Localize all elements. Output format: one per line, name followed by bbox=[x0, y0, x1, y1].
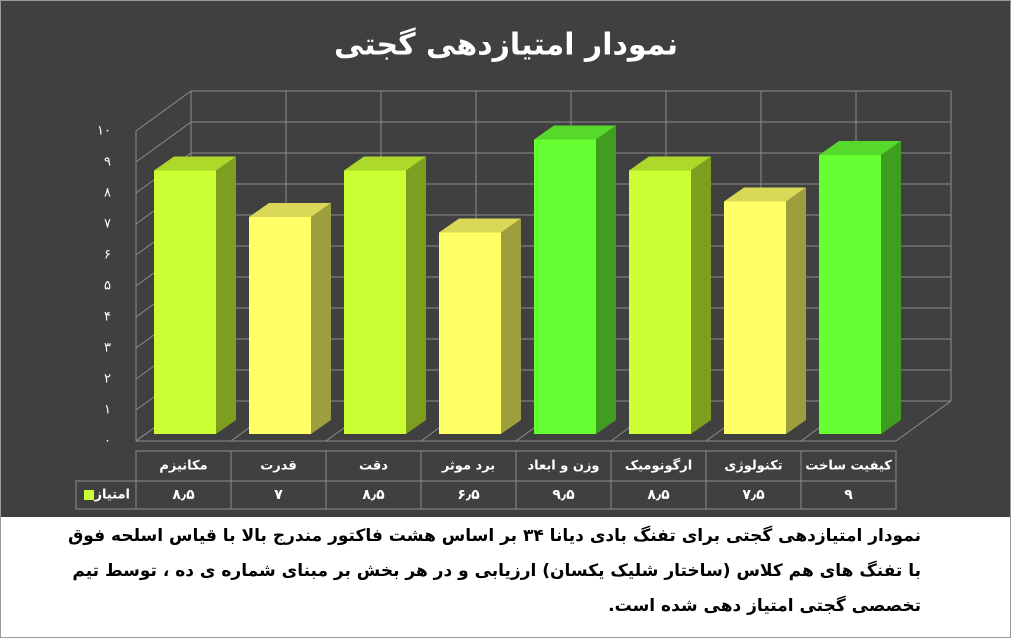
x-tick-label: مکانیزم bbox=[159, 459, 207, 474]
bar bbox=[534, 139, 596, 434]
bar-top bbox=[344, 156, 426, 171]
bar-side bbox=[691, 156, 711, 434]
x-tick-label: ارگونومیک bbox=[625, 458, 692, 474]
bar-top bbox=[629, 156, 711, 171]
x-tick-label: برد موثر bbox=[441, 459, 495, 474]
bar bbox=[724, 201, 786, 434]
bar-top bbox=[439, 218, 521, 233]
bar-side bbox=[406, 156, 426, 434]
y-tick-label: ۹ bbox=[104, 155, 111, 170]
bar-side bbox=[881, 141, 901, 434]
x-tick-label: قدرت bbox=[260, 459, 297, 474]
chart-title: نمودار امتیازدهی گجتی bbox=[334, 27, 678, 63]
value-label: ۹ bbox=[844, 487, 853, 503]
legend-swatch bbox=[84, 490, 94, 500]
bar bbox=[439, 232, 501, 434]
y-tick-label: ۰ bbox=[104, 434, 111, 449]
bar-side bbox=[501, 218, 521, 434]
value-label: ۷ bbox=[274, 487, 283, 503]
bar-top bbox=[534, 125, 616, 140]
bar-side bbox=[786, 187, 806, 434]
bar-top bbox=[819, 141, 901, 155]
x-tick-label: وزن و ابعاد bbox=[527, 459, 599, 474]
value-label: ۹٫۵ bbox=[552, 487, 575, 503]
y-tick-label: ۱۰ bbox=[97, 124, 111, 139]
caption-line: با تفنگ های هم کلاس (ساختار شلیک یکسان) … bbox=[72, 561, 921, 581]
bar-top bbox=[154, 156, 236, 171]
x-tick-label: کیفیت ساخت bbox=[805, 459, 892, 474]
bar-side bbox=[216, 156, 236, 434]
bar-side bbox=[311, 203, 331, 434]
value-label: ۷٫۵ bbox=[742, 487, 765, 503]
caption-line: تخصصی گجتی امتیاز دهی شده است. bbox=[608, 596, 921, 616]
bar-side bbox=[596, 125, 616, 434]
y-tick-label: ۸ bbox=[104, 186, 111, 201]
x-tick-label: دقت bbox=[359, 459, 388, 474]
caption: نمودار امتیازدهی گجتی برای تفنگ بادی دیا… bbox=[41, 519, 921, 624]
y-tick-label: ۷ bbox=[104, 217, 111, 232]
y-tick-label: ۵ bbox=[104, 279, 111, 294]
chart: نمودار امتیازدهی گجتی ۰ ۱ ۲ ۳ ۴ ۵ ۶ ۷ ۸ ۹ ۱۰ امتیاز… bbox=[1, 1, 1010, 517]
grid-line bbox=[135, 121, 192, 163]
y-tick-label: ۴ bbox=[104, 310, 111, 325]
bar-top bbox=[249, 203, 331, 217]
y-tick-label: ۲ bbox=[104, 372, 111, 387]
bar bbox=[344, 170, 406, 434]
value-label: ۶٫۵ bbox=[457, 487, 480, 503]
value-label: ۸٫۵ bbox=[647, 487, 670, 503]
y-tick-label: ۳ bbox=[104, 341, 111, 356]
value-label: ۸٫۵ bbox=[362, 487, 385, 503]
legend-label: امتیاز bbox=[94, 488, 130, 503]
value-label: ۸٫۵ bbox=[172, 487, 195, 503]
bar-top bbox=[724, 187, 806, 202]
floor-line bbox=[895, 400, 952, 442]
bar bbox=[629, 170, 691, 434]
table-cell bbox=[800, 480, 897, 510]
bar bbox=[154, 170, 216, 434]
x-tick-label: تکنولوژی bbox=[724, 459, 782, 474]
caption-line: نمودار امتیازدهی گجتی برای تفنگ بادی دیا… bbox=[68, 526, 921, 546]
y-tick-label: ۱ bbox=[104, 403, 111, 418]
bar bbox=[249, 217, 311, 434]
y-tick-label: ۶ bbox=[104, 248, 111, 263]
grid-line bbox=[135, 90, 192, 132]
bar bbox=[819, 155, 881, 434]
